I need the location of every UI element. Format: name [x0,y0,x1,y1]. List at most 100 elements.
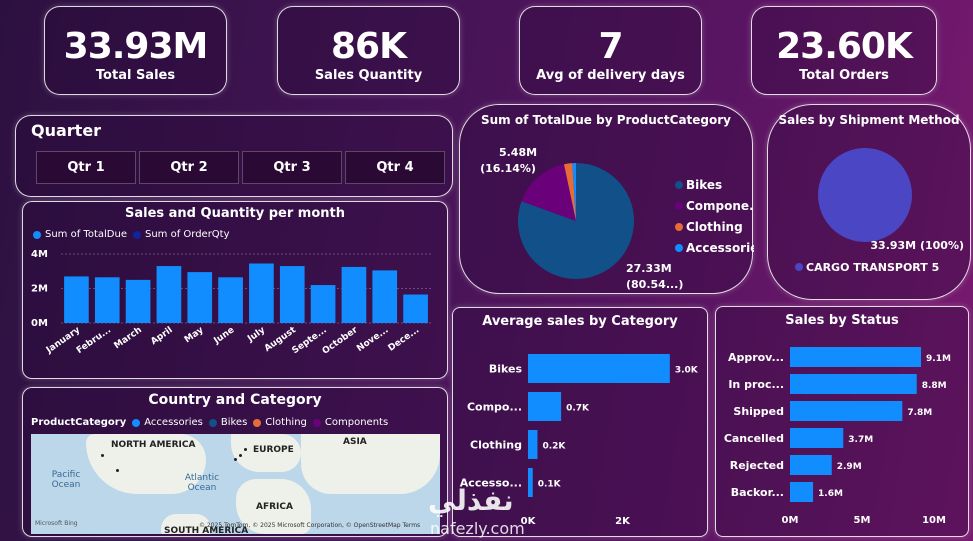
data-label: 0.7K [566,404,590,414]
month-bar [403,294,428,323]
category-label: In proc... [728,378,784,391]
category-label: Backor... [731,486,784,499]
status-card: Sales by Status Approv... 9.1M In proc... 8… [715,306,969,537]
y-tick-label: 2M [31,284,48,295]
map-label-pacific: Pacific Ocean [51,470,81,490]
x-tick-label: March [112,325,143,351]
x-tick-label: July [245,325,267,345]
kpi-sales-quantity: 86K Sales Quantity [277,6,460,95]
legend-label: Accessories [144,417,203,428]
pie-data-label: 33.93M (100%) [870,239,964,252]
pie-data-label: (80.54...) [626,278,683,291]
x-tick-label: Dece... [387,325,422,353]
asia-land [301,434,440,494]
south-america-land [161,514,211,534]
category-label: Shipped [733,405,784,418]
pie-data-label: 27.33M [626,262,672,275]
hbar [528,430,538,459]
data-label: 1.6M [818,489,843,499]
legend-item: Accessories [132,417,203,428]
kpi-total-sales: 33.93M Total Sales [44,6,227,95]
data-label: 3.0K [675,366,699,376]
kpi-value: 7 [598,26,623,67]
slicer-title: Quarter [31,121,102,140]
hbar [528,468,533,497]
pie-slice [818,148,912,242]
hbar [790,482,814,502]
quarter-button-qtr3[interactable]: Qtr 3 [242,151,342,184]
legend-item: Clothing [253,417,307,428]
month-bar [249,263,274,323]
pie-data-label: (16.14%) [480,162,536,175]
avg-category-chart: Bikes 3.0K Compo... 0.7K Clothing 0.2K Accesso… [460,354,699,527]
north-america-land [86,434,206,494]
legend-label: CARGO TRANSPORT 5 [806,261,939,274]
hbar [790,428,844,448]
legend-dot [208,418,217,427]
pie-data-label: 5.48M [499,146,537,159]
data-label: 2.9M [837,462,862,472]
month-bar [125,279,151,323]
x-tick-label: 10M [922,515,946,526]
x-tick-label: May [183,325,206,345]
x-tick-label: Nove... [355,325,390,354]
data-label: 7.8M [907,408,932,418]
avg-category-card: Average sales by Category Bikes 3.0K Compo… [452,307,708,537]
pie-category-chart: 5.48M (16.14%) 27.33M (80.54...) Bikes Compon… [480,146,754,291]
kpi-value: 33.93M [63,26,209,67]
legend-dot [253,418,262,427]
pie-shipment-card: Sales by Shipment Method 33.93M (100%) CA… [767,104,971,300]
legend-item: Components [312,417,388,428]
kpi-value: 23.60K [776,26,913,67]
legend-dot [795,263,803,271]
legend-item: Sum of TotalDue [33,229,127,240]
x-tick-label: 2K [615,516,631,527]
data-label: 3.7M [848,435,873,445]
x-tick-label: October [321,325,360,357]
kpi-label: Total Sales [95,68,176,83]
map-point [244,448,247,451]
map-attribution: © 2025 TomTom, © 2025 Microsoft Corporat… [199,522,421,529]
month-bar [372,270,398,323]
month-bar [341,266,367,323]
map-title: Country and Category [148,392,322,408]
europe-land [231,434,301,472]
quarter-button-qtr1[interactable]: Qtr 1 [36,151,136,184]
legend-label: Clothing [686,220,743,234]
map-legend: ProductCategory Accessories Bikes Clothi… [31,417,388,428]
hbar [790,374,917,394]
chart-legend: Sum of TotalDue Sum of OrderQty [33,229,230,240]
data-label: 9.1M [926,354,951,364]
world-map[interactable]: NORTH AMERICA EUROPE ASIA AFRICA SOUTH A… [31,434,440,534]
map-label-europe: EUROPE [253,445,294,455]
month-bar [218,277,243,323]
map-point [239,454,242,457]
pie-slice [521,164,576,221]
legend-dot [132,418,141,427]
map-point [116,469,119,472]
month-bar [187,272,213,323]
quarter-slicer: Quarter Qtr 1 Qtr 2 Qtr 3 Qtr 4 [15,115,453,197]
map-label-atlantic: Atlantic Ocean [184,473,220,493]
month-bar [64,276,89,323]
kpi-total-orders: 23.60K Total Orders [751,6,937,95]
map-legend-title: ProductCategory [31,417,127,428]
category-label: Approv... [728,351,784,364]
map-point [101,454,104,457]
month-bar [156,266,182,323]
x-tick-label: June [211,325,236,347]
x-tick-label: 5M [854,515,871,526]
legend-item: Sum of OrderQty [132,229,230,240]
hbar [528,354,670,383]
chart-title: Sum of TotalDue by ProductCategory [481,113,731,127]
legend-label: Accessories [686,241,754,255]
hbar [790,401,903,421]
quarter-button-qtr4[interactable]: Qtr 4 [345,151,445,184]
watermark-arabic: نفذلي [428,484,514,517]
kpi-value: 86K [331,26,407,67]
category-label: Rejected [730,459,784,472]
chart-title: Sales by Status [785,313,899,328]
kpi-label: Sales Quantity [314,68,423,83]
quarter-button-qtr2[interactable]: Qtr 2 [139,151,239,184]
category-label: Bikes [489,363,523,376]
